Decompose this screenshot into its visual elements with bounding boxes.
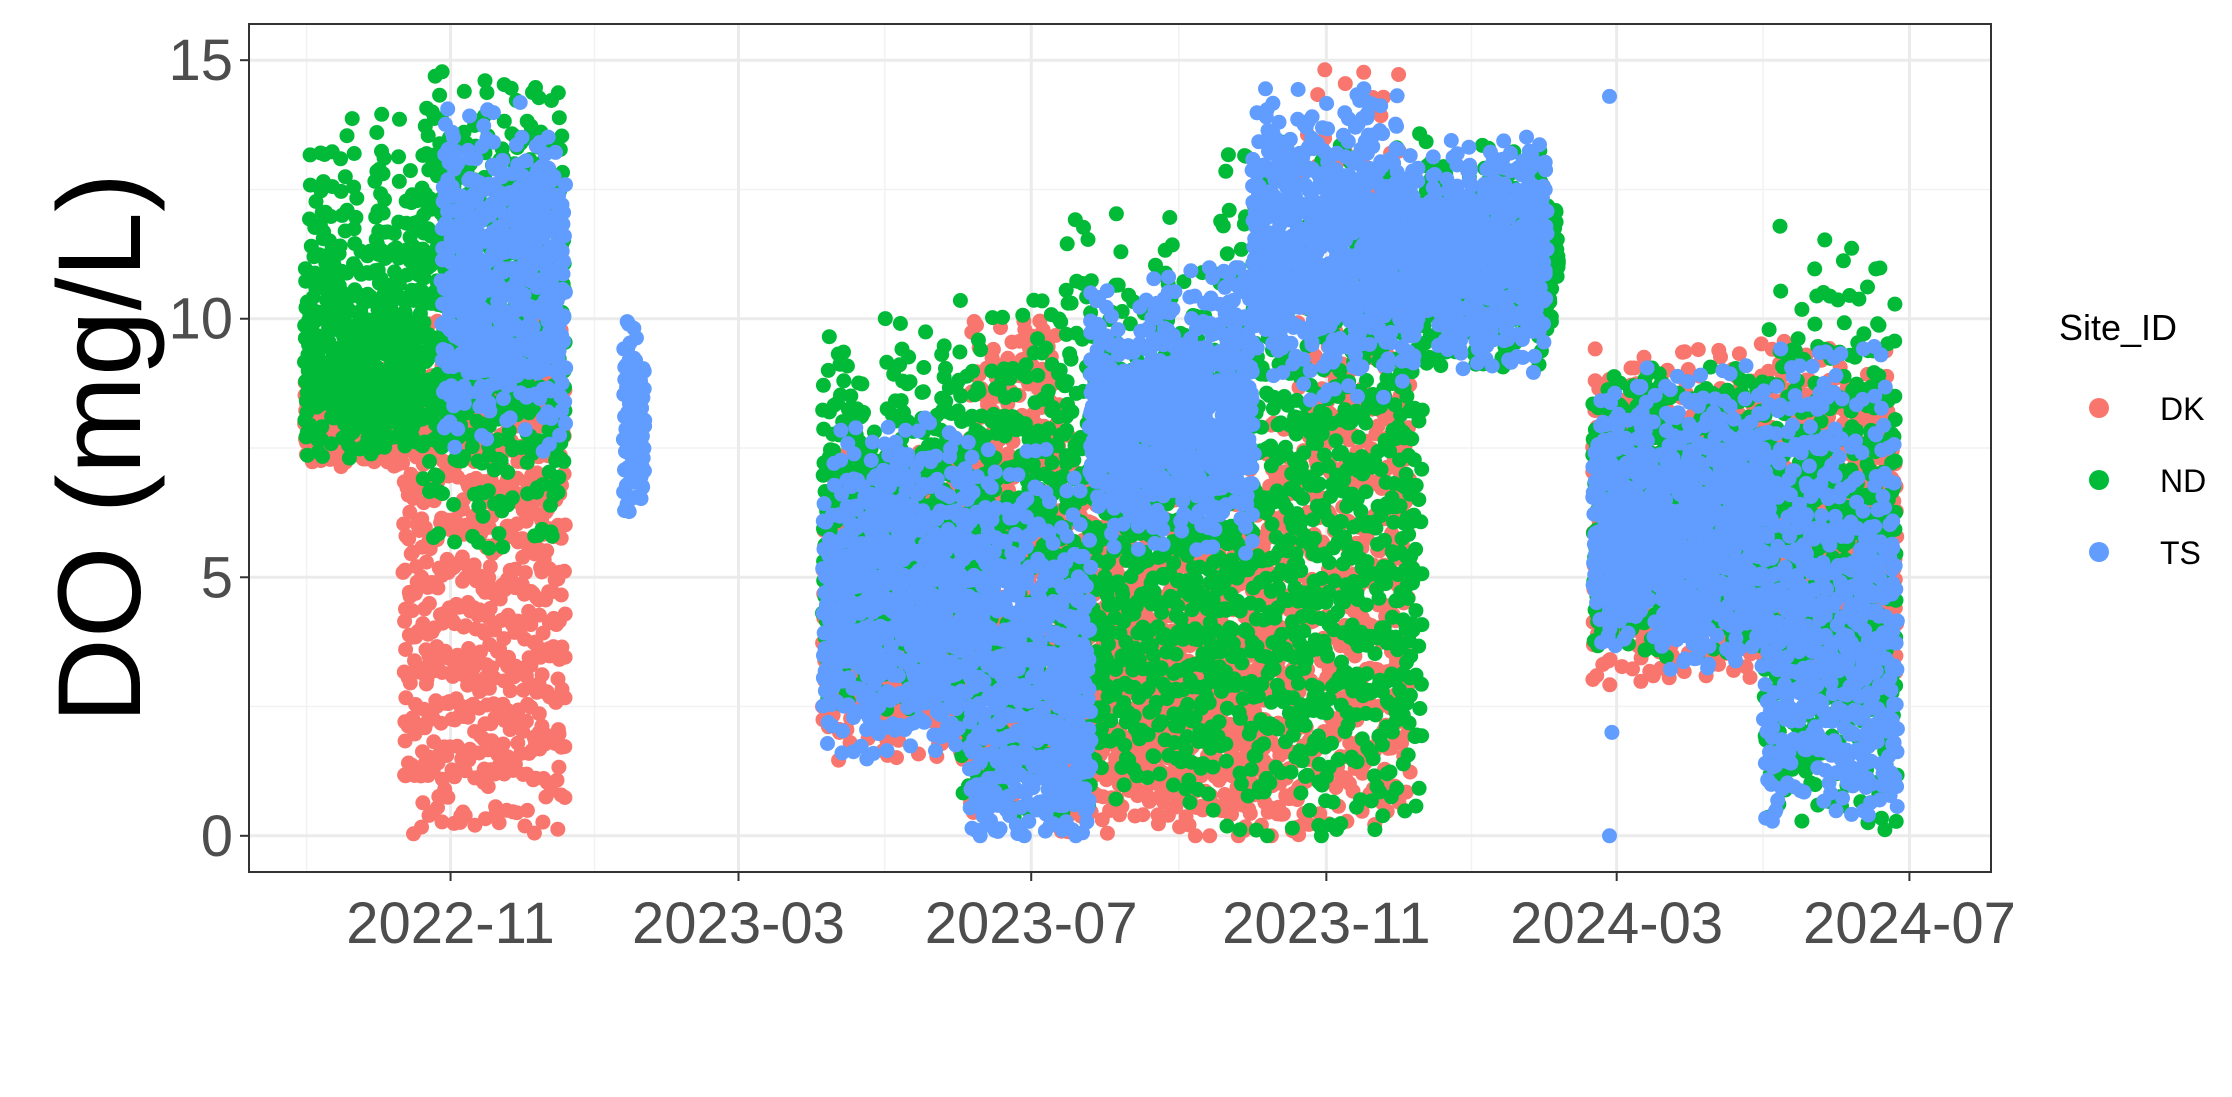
point-dk	[517, 565, 533, 581]
point-dk	[519, 802, 535, 818]
point-dk	[557, 649, 573, 665]
point-dk	[518, 713, 534, 729]
point-dk	[531, 706, 547, 722]
point-dk	[969, 317, 984, 333]
point-dk	[396, 516, 412, 532]
point-dk	[1202, 828, 1218, 844]
point-dk	[550, 821, 566, 837]
point-dk	[404, 603, 420, 619]
point-dk	[402, 675, 418, 691]
point-dk	[556, 563, 572, 579]
point-dk	[397, 613, 413, 629]
point-dk	[549, 772, 565, 788]
point-dk	[553, 587, 569, 603]
point-dk	[1690, 342, 1706, 358]
point-dk	[1602, 677, 1618, 693]
point-dk	[421, 596, 437, 611]
point-dk	[1242, 806, 1258, 821]
point-dk	[407, 585, 423, 601]
point-dk	[557, 606, 573, 622]
point-dk	[1587, 341, 1603, 357]
point-nd	[315, 448, 330, 464]
point-dk	[435, 453, 451, 469]
point-dk	[1099, 825, 1115, 841]
point-dk	[1356, 64, 1372, 80]
point-dk	[557, 517, 573, 533]
point-dk	[430, 580, 446, 596]
point-dk	[402, 504, 418, 520]
point-dk	[539, 543, 555, 559]
point-dk	[401, 531, 417, 547]
point-dk	[440, 789, 456, 805]
point-dk	[430, 800, 445, 815]
point-dk	[535, 814, 551, 830]
point-dk	[557, 690, 573, 706]
point-dk	[491, 815, 507, 831]
point-dk	[1337, 76, 1353, 92]
point-dk	[534, 667, 550, 683]
point-dk	[1742, 669, 1758, 685]
point-dk	[1275, 806, 1291, 822]
point-dk	[1317, 62, 1333, 78]
point-dk	[398, 642, 414, 657]
point-dk	[418, 554, 434, 570]
point-dk	[1391, 67, 1407, 82]
point-dk	[557, 739, 573, 755]
point-dk	[1677, 344, 1693, 360]
point-dk	[414, 819, 429, 835]
point-dk	[1135, 807, 1151, 823]
point-dk	[434, 814, 450, 830]
point-dk	[482, 559, 498, 575]
point-dk	[1187, 828, 1203, 844]
point-dk	[415, 795, 431, 811]
point-dk	[985, 341, 1001, 357]
point-dk	[551, 759, 567, 775]
point-dk	[557, 790, 573, 805]
point-dk	[502, 683, 518, 699]
